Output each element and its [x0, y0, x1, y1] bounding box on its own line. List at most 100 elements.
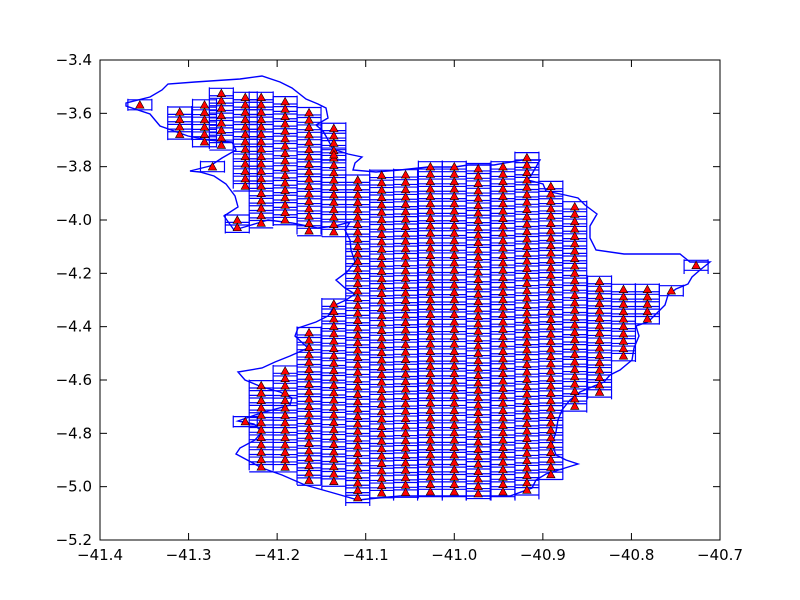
data-point-marker — [473, 281, 483, 291]
data-point-marker — [240, 92, 250, 101]
data-point-marker — [473, 377, 483, 387]
data-point-marker — [425, 435, 436, 444]
data-point-marker — [240, 416, 250, 426]
data-point-marker — [449, 287, 459, 296]
data-point-marker — [425, 383, 436, 392]
data-point-marker — [280, 178, 290, 187]
data-point-marker — [304, 218, 314, 227]
data-point-marker — [376, 192, 387, 202]
data-point-marker — [280, 148, 290, 157]
data-point-marker — [280, 111, 290, 121]
data-point-marker — [376, 428, 387, 438]
data-point-marker — [400, 361, 411, 371]
data-point-marker — [425, 457, 436, 466]
data-point-marker — [473, 326, 483, 335]
data-point-marker — [546, 321, 556, 331]
data-point-marker — [329, 328, 339, 338]
data-point-marker — [353, 382, 363, 391]
x-tick-label: −40.8 — [608, 546, 654, 564]
data-point-marker — [594, 342, 605, 352]
data-point-marker — [473, 385, 483, 394]
data-point-marker — [353, 441, 363, 450]
data-point-marker — [256, 188, 266, 198]
data-point-marker — [175, 107, 185, 116]
data-point-marker — [522, 293, 532, 302]
data-point-marker — [304, 372, 314, 381]
data-point-marker — [498, 346, 508, 355]
data-point-marker — [304, 152, 314, 161]
data-point-marker — [329, 219, 339, 228]
data-point-marker — [498, 213, 508, 223]
data-point-marker — [400, 369, 411, 378]
data-point-marker — [449, 265, 459, 274]
data-point-marker — [570, 201, 580, 211]
data-point-marker — [546, 233, 556, 242]
data-point-marker — [376, 340, 387, 349]
data-point-marker — [376, 384, 387, 394]
data-point-marker — [546, 284, 556, 294]
data-point-marker — [473, 451, 483, 461]
x-tick-label: −41.4 — [77, 546, 123, 564]
data-point-marker — [280, 366, 290, 375]
data-point-marker — [546, 307, 556, 316]
data-point-marker — [473, 252, 483, 261]
data-point-marker — [618, 343, 629, 353]
data-point-marker — [546, 329, 556, 338]
data-point-marker — [280, 141, 290, 150]
data-point-marker — [240, 151, 250, 161]
data-point-marker — [216, 88, 227, 97]
data-point-marker — [522, 285, 532, 295]
data-point-marker — [618, 306, 629, 316]
data-point-marker — [353, 175, 363, 184]
data-point-marker — [304, 460, 314, 470]
data-point-marker — [425, 287, 436, 296]
data-point-marker — [498, 383, 508, 392]
data-point-marker — [256, 439, 266, 449]
data-point-marker — [376, 303, 387, 312]
data-point-marker — [376, 318, 387, 327]
y-tick-label: −4.0 — [56, 211, 92, 229]
data-point-marker — [449, 176, 459, 186]
data-point-marker — [304, 225, 314, 235]
data-point-marker — [304, 327, 314, 337]
data-point-marker — [304, 159, 314, 168]
data-point-marker — [329, 226, 339, 236]
data-point-marker — [400, 317, 411, 327]
data-point-marker — [425, 272, 436, 282]
data-point-marker — [522, 322, 532, 332]
data-point-marker — [353, 426, 363, 435]
data-point-marker — [304, 431, 314, 440]
data-point-marker — [304, 379, 314, 388]
data-point-marker — [199, 136, 210, 146]
data-point-marker — [376, 229, 387, 238]
data-point-marker — [400, 169, 411, 179]
data-point-marker — [329, 123, 339, 132]
region-outline — [125, 75, 712, 501]
data-point-marker — [522, 359, 532, 369]
data-point-marker — [256, 210, 266, 220]
data-point-marker — [304, 211, 314, 220]
data-point-marker — [304, 166, 314, 176]
data-point-marker — [618, 284, 629, 293]
data-point-marker — [594, 313, 605, 322]
data-point-marker — [449, 442, 459, 452]
data-point-marker — [425, 346, 436, 355]
data-point-marker — [522, 263, 532, 273]
data-point-marker — [498, 331, 508, 341]
data-point-marker — [425, 176, 436, 186]
data-point-marker — [522, 366, 532, 376]
data-point-marker — [304, 107, 314, 117]
data-point-marker — [449, 228, 459, 237]
data-point-marker — [256, 218, 266, 227]
data-point-marker — [256, 129, 266, 138]
data-point-marker — [304, 174, 314, 183]
data-point-marker — [546, 403, 556, 412]
x-tick-label: −41.0 — [431, 546, 477, 564]
data-point-marker — [449, 331, 459, 341]
data-point-marker — [449, 294, 459, 304]
data-point-marker — [353, 418, 363, 428]
data-point-marker — [498, 302, 508, 311]
data-point-marker — [522, 152, 532, 162]
data-point-marker — [256, 462, 266, 471]
data-point-marker — [304, 203, 314, 213]
